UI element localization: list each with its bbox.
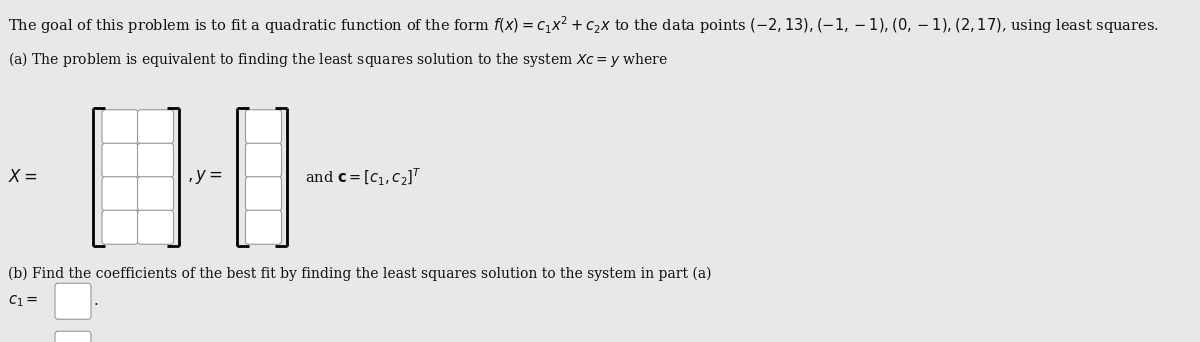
Text: and $\mathbf{c} = [c_1, c_2]^T$: and $\mathbf{c} = [c_1, c_2]^T$: [305, 167, 421, 187]
Text: (a) The problem is equivalent to finding the least squares solution to the syste: (a) The problem is equivalent to finding…: [8, 50, 668, 69]
Text: $, y =$: $, y =$: [186, 168, 222, 186]
Text: $c_2 =$: $c_2 =$: [8, 341, 38, 342]
Text: The goal of this problem is to fit a quadratic function of the form $f(x) = c_1x: The goal of this problem is to fit a qua…: [8, 14, 1159, 36]
FancyBboxPatch shape: [102, 110, 138, 144]
FancyBboxPatch shape: [246, 177, 282, 211]
FancyBboxPatch shape: [102, 210, 138, 244]
FancyBboxPatch shape: [246, 110, 282, 144]
FancyBboxPatch shape: [246, 210, 282, 244]
Text: .: .: [94, 294, 98, 308]
FancyBboxPatch shape: [246, 143, 282, 177]
Text: $X =$: $X =$: [8, 169, 37, 185]
FancyBboxPatch shape: [55, 283, 91, 319]
FancyBboxPatch shape: [138, 110, 174, 144]
FancyBboxPatch shape: [55, 331, 91, 342]
FancyBboxPatch shape: [138, 210, 174, 244]
FancyBboxPatch shape: [138, 143, 174, 177]
FancyBboxPatch shape: [102, 143, 138, 177]
Text: (b) Find the coefficients of the best fit by finding the least squares solution : (b) Find the coefficients of the best fi…: [8, 266, 712, 281]
FancyBboxPatch shape: [102, 177, 138, 211]
FancyBboxPatch shape: [138, 177, 174, 211]
Text: $c_1 =$: $c_1 =$: [8, 293, 38, 309]
